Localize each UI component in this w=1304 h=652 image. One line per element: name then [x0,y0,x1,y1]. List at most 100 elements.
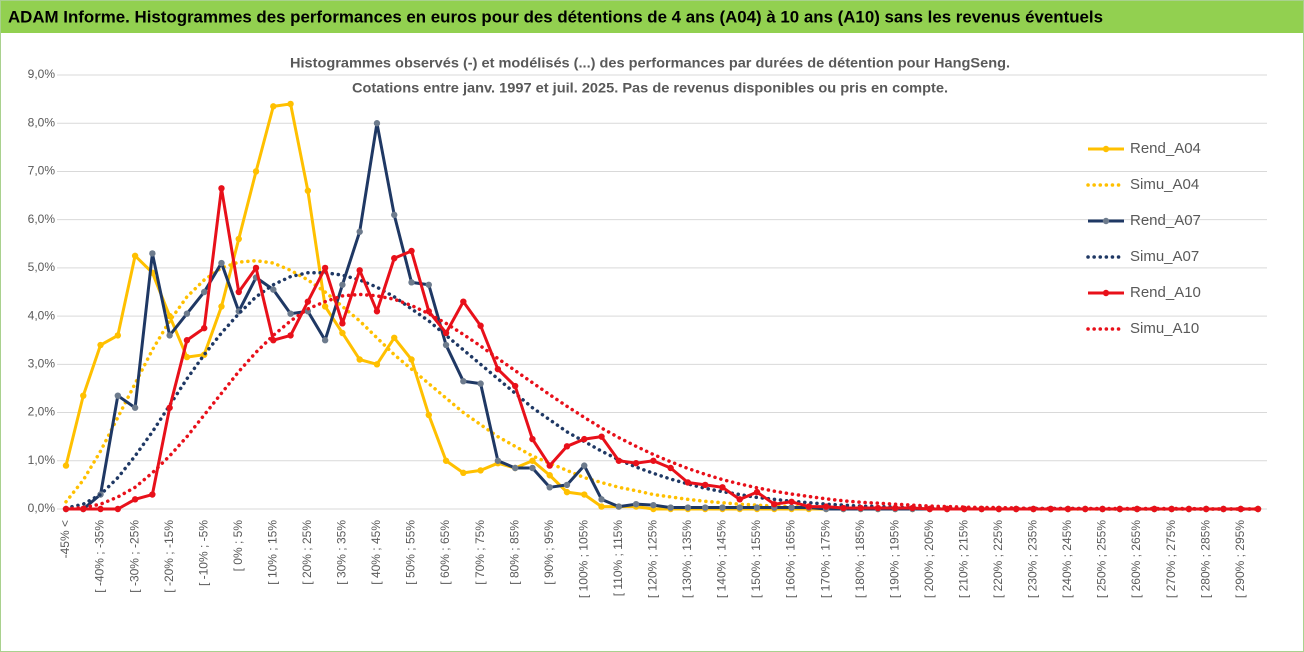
point [270,286,277,293]
point [131,252,139,260]
point [287,100,294,108]
point [425,411,432,419]
x-tick-label: [ 0% ; 5% [231,520,245,572]
point [511,382,519,390]
point [235,288,242,296]
point [546,462,553,469]
x-tick-label: [ 20% ; 25% [300,520,314,585]
point [598,503,605,510]
x-tick-label: [ 90% ; 95% [542,520,556,585]
point [391,211,398,219]
point [494,457,502,464]
point [892,504,899,512]
x-tick-label: [ 220% ; 225% [991,520,1005,598]
y-tick-label: 2,0% [28,405,56,419]
point [788,498,795,505]
point [650,501,657,509]
legend-label: Simu_A10 [1130,320,1199,337]
point [356,356,363,363]
point [131,496,139,503]
point [356,267,363,274]
x-tick-label: [ 190% ; 195% [887,520,901,598]
chart-subtitle: Cotations entre janv. 1997 et juil. 2025… [352,80,948,96]
point [304,298,312,305]
legend-label: Rend_A10 [1130,284,1201,301]
point [529,457,536,464]
y-tick-label: 6,0% [28,212,56,226]
point [477,322,484,329]
point [373,308,381,315]
point [201,324,208,332]
point [304,187,312,194]
x-tick-label: [ 160% ; 165% [784,520,798,598]
x-tick-label: [ 260% ; 265% [1129,520,1143,598]
point [874,504,882,512]
point [701,504,709,511]
point [581,462,588,469]
point [166,332,173,339]
x-tick-label: [ -30% ; -25% [127,520,141,593]
chart-title: Histogrammes observés (-) et modélisés (… [290,55,1010,71]
point [701,481,709,489]
point [650,457,657,464]
x-tick-label: [ -20% ; -15% [162,520,176,593]
point [114,505,122,513]
x-tick-label: -45% < [58,520,72,558]
series-line [64,292,1260,511]
x-tick-label: [ 270% ; 275% [1164,520,1178,598]
point [667,464,674,472]
point [287,310,294,317]
point [114,392,122,399]
x-tick-label: [ 10% ; 15% [265,520,279,585]
x-tick-label: [ 210% ; 215% [956,520,970,598]
point [391,255,398,262]
point [632,459,640,467]
point [442,457,450,464]
point [408,247,415,255]
point [149,491,156,498]
x-tick-label: [ 290% ; 295% [1233,520,1247,598]
x-tick-label: [ 230% ; 235% [1026,520,1040,598]
point [131,404,139,411]
point [149,250,156,257]
y-tick-label: 8,0% [28,115,56,129]
x-tick-label: [ -40% ; -35% [93,520,107,593]
point [822,503,830,510]
x-tick-label: [ 40% ; 45% [369,520,383,585]
point [321,264,329,272]
point [97,341,104,349]
legend-marker [1102,145,1110,153]
legend-label: Rend_A04 [1130,140,1201,157]
point [235,235,242,243]
point [529,464,536,472]
point [252,264,260,272]
point [97,505,104,513]
point [460,298,467,305]
x-tick-label: [ 140% ; 145% [715,520,729,598]
y-tick-label: 5,0% [28,260,56,274]
point [494,365,502,373]
point [391,334,398,342]
point [183,310,191,317]
point [719,504,726,511]
point [805,503,813,510]
x-tick-label: [ 170% ; 175% [818,520,832,598]
point [788,504,795,511]
y-tick-label: 7,0% [28,164,56,178]
point [442,329,450,337]
y-tick-label: 0,0% [28,501,56,515]
x-tick-label: [ 80% ; 85% [507,520,521,585]
point [339,329,346,337]
x-tick-label: [ 50% ; 55% [404,520,418,585]
point [287,332,294,339]
point [80,392,87,399]
y-tick-label: 9,0% [28,67,56,81]
point [581,435,588,443]
legend-marker [1102,289,1110,297]
point [218,303,225,310]
point [529,435,536,443]
point [114,332,122,339]
point [719,484,726,491]
